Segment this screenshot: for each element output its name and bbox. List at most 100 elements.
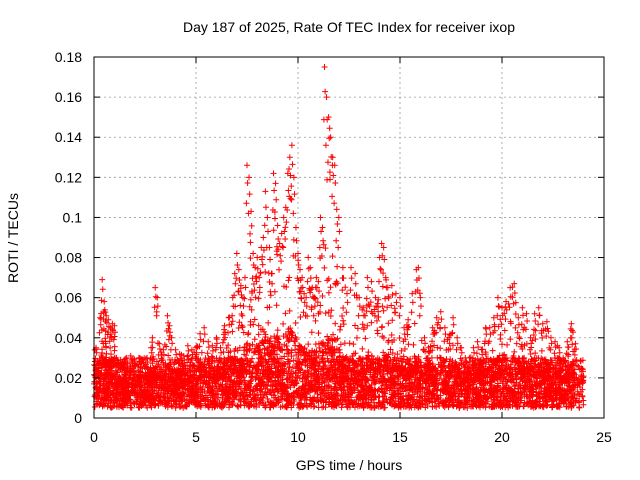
data-point	[167, 359, 174, 366]
data-point	[322, 310, 329, 317]
data-point	[322, 404, 329, 411]
data-point	[290, 357, 297, 364]
data-point	[222, 399, 229, 406]
data-point	[541, 385, 548, 392]
data-point	[335, 400, 342, 407]
data-point	[149, 394, 156, 401]
data-point	[194, 403, 201, 410]
data-point	[266, 404, 273, 411]
data-point	[281, 365, 288, 372]
data-point	[569, 387, 576, 394]
data-point	[452, 380, 459, 387]
data-point	[101, 396, 108, 403]
data-point	[260, 340, 267, 347]
data-point	[570, 402, 577, 409]
data-point	[342, 397, 349, 404]
data-point	[325, 336, 332, 343]
data-point	[305, 380, 312, 387]
data-point	[111, 343, 118, 350]
data-point	[253, 382, 260, 389]
data-point	[575, 399, 582, 406]
data-point	[351, 385, 358, 392]
data-point	[457, 387, 464, 394]
data-point	[341, 373, 348, 380]
data-point	[250, 321, 257, 328]
data-point	[511, 364, 518, 371]
data-point	[140, 392, 147, 399]
data-point	[224, 380, 231, 387]
data-point	[479, 380, 486, 387]
data-point	[350, 369, 357, 376]
data-point	[256, 387, 263, 394]
data-point	[325, 394, 332, 401]
data-point	[514, 395, 521, 402]
data-point	[415, 377, 422, 384]
data-point	[459, 390, 466, 397]
data-point	[332, 402, 339, 409]
data-point	[326, 376, 333, 383]
data-point	[164, 394, 171, 401]
data-point	[236, 377, 243, 384]
data-point	[301, 382, 308, 389]
data-point	[259, 378, 266, 385]
data-point	[257, 360, 264, 367]
data-point	[490, 391, 497, 398]
data-point	[472, 390, 479, 397]
data-point	[295, 372, 302, 379]
data-point	[341, 396, 348, 403]
data-point	[255, 322, 262, 329]
data-point	[275, 381, 282, 388]
data-point	[272, 378, 279, 385]
data-point	[503, 395, 510, 402]
data-point	[433, 404, 440, 411]
data-point	[306, 383, 313, 390]
data-point	[497, 393, 504, 400]
data-point	[409, 391, 416, 398]
data-point	[277, 363, 284, 370]
data-point	[264, 395, 271, 402]
data-point	[284, 375, 291, 382]
data-point	[500, 396, 507, 403]
data-point	[527, 386, 534, 393]
data-point	[331, 349, 338, 356]
data-point	[161, 386, 168, 393]
data-point	[109, 376, 116, 383]
data-point	[523, 365, 530, 372]
data-point	[101, 385, 108, 392]
data-point	[270, 401, 277, 408]
data-point	[548, 385, 555, 392]
data-point	[399, 386, 406, 393]
data-point	[461, 399, 468, 406]
data-point	[499, 380, 506, 387]
data-point	[155, 400, 162, 407]
data-point	[525, 394, 532, 401]
data-point	[137, 355, 144, 362]
data-point	[415, 386, 422, 393]
data-point	[344, 370, 351, 377]
data-point	[346, 382, 353, 389]
data-point	[200, 380, 207, 387]
data-point	[269, 358, 276, 365]
data-point	[193, 399, 200, 406]
data-point	[355, 371, 362, 378]
data-point	[251, 336, 258, 343]
data-point	[555, 381, 562, 388]
data-point	[162, 397, 169, 404]
data-point	[361, 383, 368, 390]
data-point	[579, 386, 586, 393]
data-point	[110, 387, 117, 394]
data-point	[355, 400, 362, 407]
data-point	[164, 382, 171, 389]
data-point	[437, 398, 444, 405]
data-point	[521, 385, 528, 392]
data-point	[176, 391, 183, 398]
data-point	[312, 349, 319, 356]
data-point	[473, 385, 480, 392]
data-point	[416, 402, 423, 409]
data-point	[424, 389, 431, 396]
data-point	[225, 342, 232, 349]
data-point	[580, 368, 587, 375]
data-point	[297, 400, 304, 407]
data-point	[412, 400, 419, 407]
data-point	[515, 385, 522, 392]
